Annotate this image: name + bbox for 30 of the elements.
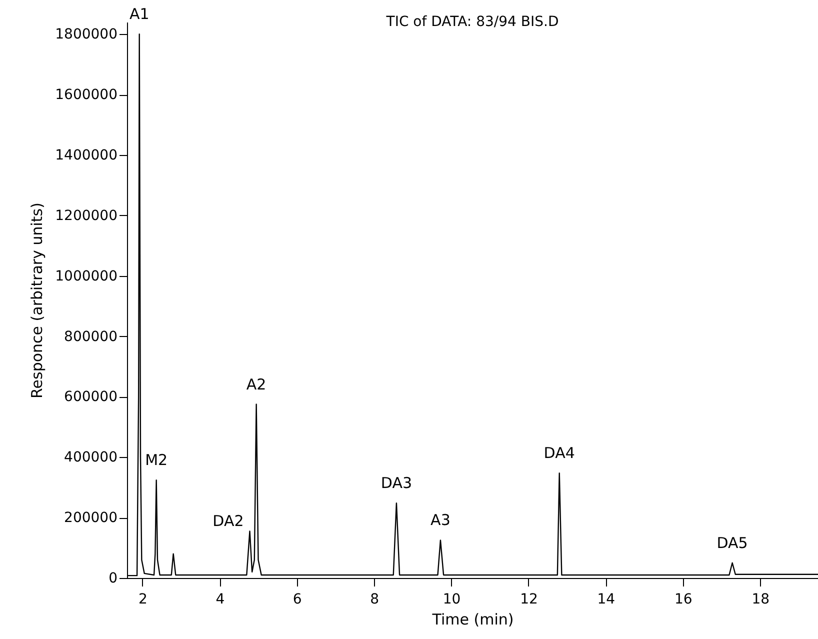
chart-title: TIC of DATA: 83/94 BIS.D xyxy=(385,14,559,30)
x-axis-title: Time (min) xyxy=(431,610,514,628)
y-tick-label: 800000 xyxy=(64,328,118,345)
annotation: M2 xyxy=(145,451,168,470)
x-tick-label: 10 xyxy=(442,592,461,608)
annotation: DA4 xyxy=(544,444,575,462)
y-tick-label: 1600000 xyxy=(55,87,118,104)
x-tick-label: 4 xyxy=(216,592,225,608)
annotation: A2 xyxy=(246,375,266,394)
y-tick-label: 600000 xyxy=(64,389,118,406)
y-tick-label: 400000 xyxy=(64,450,118,466)
x-tick-label: 14 xyxy=(597,592,616,608)
y-tick-label: 0 xyxy=(108,570,118,586)
y-tick-label: 1200000 xyxy=(55,208,118,224)
annotation: DA2 xyxy=(212,512,244,530)
x-tick-label: 6 xyxy=(292,592,302,608)
y-tick-label: 1400000 xyxy=(55,147,118,164)
y-tick-label: 1800000 xyxy=(55,26,118,43)
y-tick-label: 200000 xyxy=(64,510,118,526)
y-axis-title: Responce (arbitrary units) xyxy=(28,202,46,398)
x-tick-label: 16 xyxy=(674,592,692,608)
annotation: DA5 xyxy=(716,534,748,552)
x-tick-label: 12 xyxy=(520,592,538,608)
y-tick-label: 1000000 xyxy=(55,268,118,284)
annotation: A1 xyxy=(129,5,150,24)
x-tick-label: 18 xyxy=(752,592,770,608)
annotation: A3 xyxy=(430,511,450,530)
annotation: DA3 xyxy=(380,474,412,492)
x-tick-label: 2 xyxy=(138,592,148,608)
x-tick-label: 8 xyxy=(370,592,380,608)
